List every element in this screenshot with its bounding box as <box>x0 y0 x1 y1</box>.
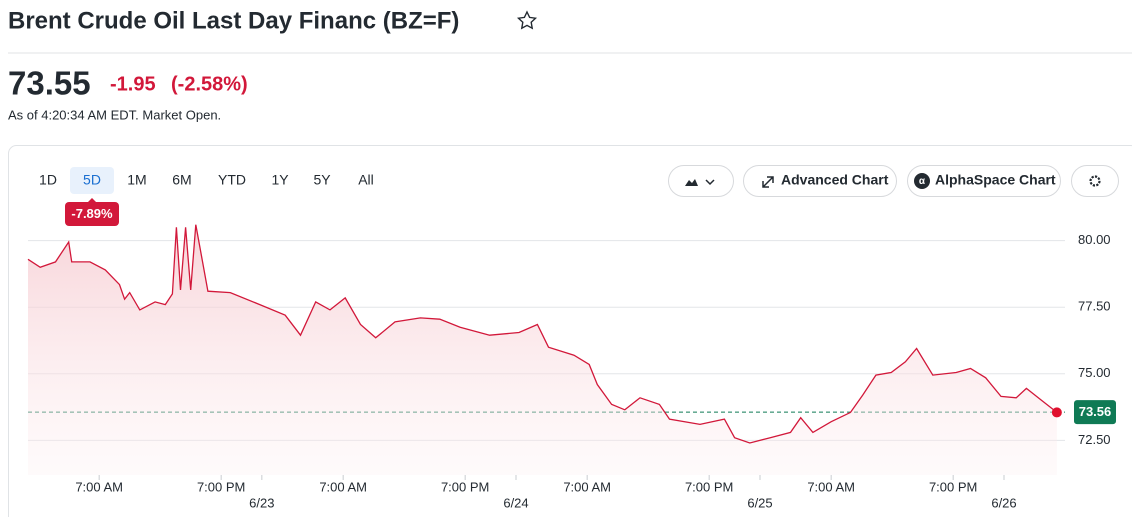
price: 73.55 <box>8 65 91 102</box>
title: Brent Crude Oil Last Day Financ (BZ=F) <box>8 7 459 34</box>
x-tick-label: 7:00 AM <box>563 479 611 494</box>
change: -1.95 <box>110 73 156 95</box>
x-tick-label: 7:00 PM <box>441 479 489 494</box>
range-button[interactable]: 1D <box>39 172 57 188</box>
range-button[interactable]: 6M <box>172 172 191 188</box>
x-tick-label: 7:00 PM <box>929 479 977 494</box>
range-active-bg <box>70 167 114 194</box>
price-tag: 73.56 <box>1079 404 1112 419</box>
change-percent: (-2.58%) <box>171 73 248 95</box>
watch-star[interactable] <box>516 10 538 30</box>
y-tick-label: 75.00 <box>1078 365 1111 380</box>
gear-icon <box>1089 175 1101 187</box>
x-tick-label: 7:00 PM <box>685 479 733 494</box>
last-point <box>1051 407 1062 418</box>
x-tick-label: 7:00 AM <box>75 479 123 494</box>
x-tick-label: 6/23 <box>249 495 274 510</box>
price-tag-bg <box>1074 400 1116 425</box>
price-line <box>27 224 1058 444</box>
button-label: Advanced Chart <box>781 172 889 188</box>
badge-pointer <box>87 198 97 203</box>
expand-icon <box>762 176 774 188</box>
range-button[interactable]: 1Y <box>271 172 289 188</box>
timestamp: As of 4:20:34 AM EDT. Market Open. <box>8 107 221 122</box>
chart-type-icon <box>685 179 698 186</box>
x-tick-label: 6/26 <box>991 495 1016 510</box>
range-button[interactable]: YTD <box>218 172 246 188</box>
x-tick-label: 6/24 <box>503 495 528 510</box>
range-button[interactable]: 5D <box>83 172 101 188</box>
x-tick-label: 7:00 AM <box>807 479 855 494</box>
alphaspace-chart-button[interactable] <box>907 165 1061 197</box>
range-button[interactable]: All <box>358 172 374 188</box>
chevron <box>705 179 715 186</box>
x-tick-label: 6/25 <box>747 495 772 510</box>
x-tick-label: 7:00 PM <box>197 479 245 494</box>
alphaspace-glyph: α <box>919 176 926 187</box>
x-tick-label: 7:00 AM <box>319 479 367 494</box>
range-change-badge <box>65 202 119 226</box>
range-change: -7.89% <box>71 206 113 221</box>
alphaspace-icon <box>914 173 930 189</box>
chart-card <box>8 145 1132 517</box>
y-tick-label: 72.50 <box>1078 432 1111 447</box>
y-tick-label: 77.50 <box>1078 299 1111 314</box>
range-button[interactable]: 5Y <box>313 172 331 188</box>
advanced-chart-button[interactable] <box>743 165 897 197</box>
y-tick-label: 80.00 <box>1078 232 1111 247</box>
settings-button[interactable] <box>1071 165 1119 197</box>
chart-type-button[interactable] <box>668 165 734 197</box>
area-fill <box>28 224 1057 475</box>
range-button[interactable]: 1M <box>127 172 146 188</box>
button-label: AlphaSpace Chart <box>935 172 1056 188</box>
